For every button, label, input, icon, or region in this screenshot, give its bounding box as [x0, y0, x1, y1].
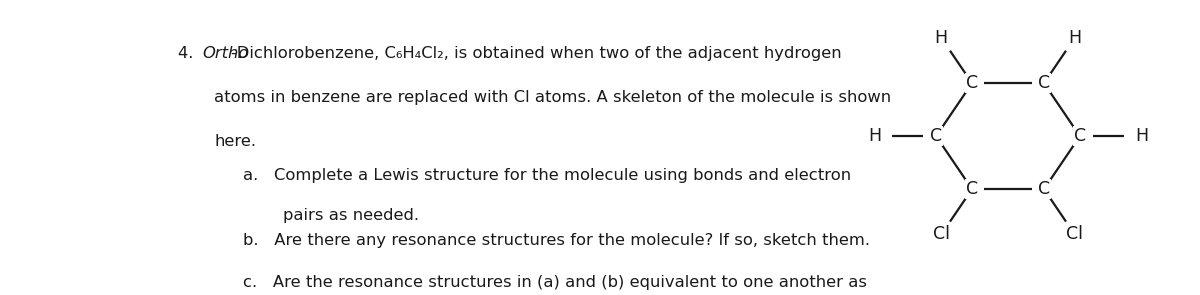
Text: H: H: [1135, 127, 1148, 145]
Text: a.   Complete a Lewis structure for the molecule using bonds and electron: a. Complete a Lewis structure for the mo…: [242, 168, 851, 183]
Text: C: C: [1038, 74, 1050, 92]
Text: pairs as needed.: pairs as needed.: [283, 208, 419, 223]
Text: C: C: [1074, 127, 1086, 145]
Text: C: C: [1038, 180, 1050, 198]
Text: C: C: [966, 74, 978, 92]
Text: C: C: [966, 180, 978, 198]
Text: H: H: [935, 29, 948, 47]
Text: 4.: 4.: [178, 46, 204, 60]
Text: -Dichlorobenzene, C₆H₄Cl₂, is obtained when two of the adjacent hydrogen: -Dichlorobenzene, C₆H₄Cl₂, is obtained w…: [230, 46, 841, 60]
Text: H: H: [868, 127, 881, 145]
Text: here.: here.: [214, 134, 256, 149]
Text: b.   Are there any resonance structures for the molecule? If so, sketch them.: b. Are there any resonance structures fo…: [242, 233, 870, 248]
Text: c.   Are the resonance structures in (a) and (b) equivalent to one another as: c. Are the resonance structures in (a) a…: [242, 275, 866, 290]
Text: Ortho: Ortho: [202, 46, 248, 60]
Text: atoms in benzene are replaced with Cl atoms. A skeleton of the molecule is shown: atoms in benzene are replaced with Cl at…: [214, 90, 892, 105]
Text: H: H: [1068, 29, 1081, 47]
Text: Cl: Cl: [932, 225, 949, 243]
Text: Cl: Cl: [1066, 225, 1084, 243]
Text: C: C: [930, 127, 942, 145]
